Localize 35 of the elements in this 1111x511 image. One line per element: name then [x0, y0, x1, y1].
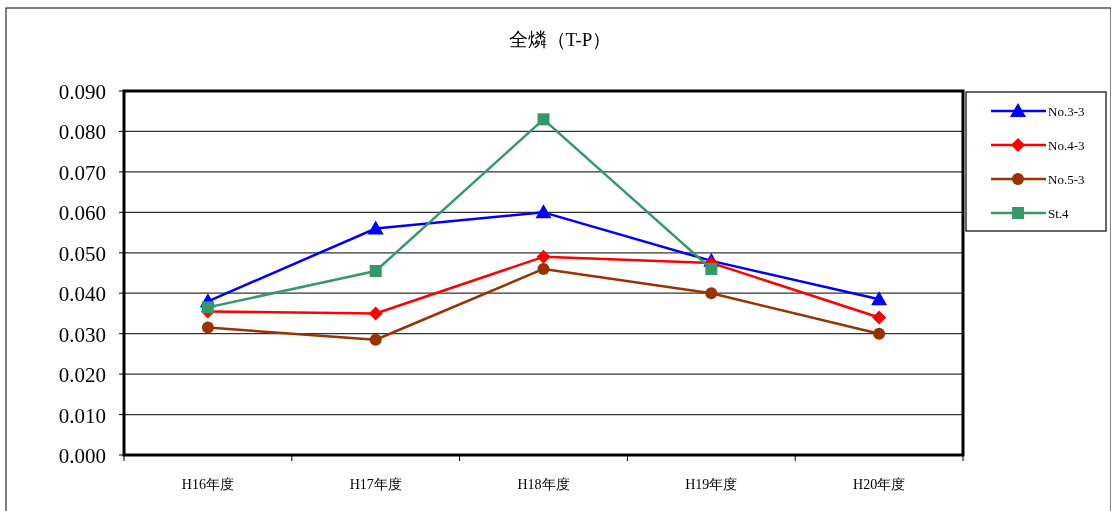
y-tick-label: 0.030: [58, 322, 106, 347]
x-tick-label: H16年度: [181, 477, 234, 492]
y-tick-label: 0.060: [58, 201, 106, 226]
x-tick-label: H18年度: [517, 477, 570, 492]
point: [537, 262, 550, 275]
point: [201, 321, 214, 334]
point: [368, 306, 383, 321]
y-tick-label: 0.090: [58, 80, 106, 104]
legend-label: No.5-3: [1048, 172, 1085, 187]
point: [536, 249, 551, 264]
y-tick-label: 0.050: [58, 241, 106, 266]
point: [369, 264, 382, 277]
point: [535, 204, 552, 219]
point: [705, 262, 718, 275]
y-tick-label: 0.080: [58, 120, 106, 145]
x-tick-label: H20年度: [853, 477, 906, 492]
y-tick-label: 0.040: [58, 282, 106, 307]
x-tick-label: H17年度: [349, 477, 402, 492]
legend-label: St.4: [1048, 206, 1070, 221]
point: [705, 287, 718, 300]
y-tick-label: 0.070: [58, 160, 106, 185]
y-tick-label: 0.020: [58, 363, 106, 388]
point: [367, 220, 384, 235]
legend-label: No.3-3: [1048, 104, 1085, 119]
point: [873, 327, 886, 340]
point: [201, 301, 214, 314]
title: 全燐（T-P）: [508, 29, 612, 50]
point: [872, 310, 887, 325]
legend-label: No.4-3: [1048, 138, 1085, 153]
y-tick-label: 0.010: [58, 403, 106, 428]
point: [537, 113, 550, 126]
x-tick-label: H19年度: [685, 477, 738, 492]
point: [369, 333, 382, 346]
y-tick-label: 0.000: [58, 444, 106, 468]
point: [871, 291, 888, 306]
